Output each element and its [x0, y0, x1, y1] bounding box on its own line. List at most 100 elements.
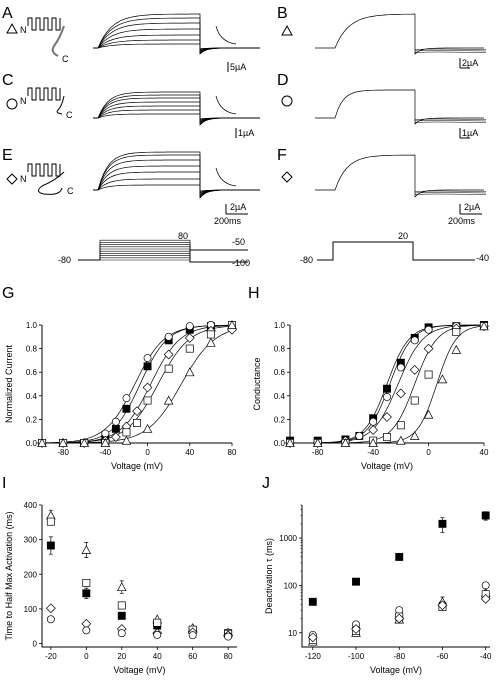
data-point-diamond: [110, 432, 121, 442]
data-point-diamond: [368, 425, 379, 435]
x-tick-label: -80: [312, 448, 324, 457]
trace-f: [414, 192, 487, 194]
protocol-hold-label: -80: [300, 255, 313, 265]
y-tick-label: 1.0: [274, 321, 286, 330]
data-point-diamond: [45, 603, 56, 614]
data-point-square: [143, 396, 152, 405]
y-axis-label: Deactivation τ (ms): [264, 538, 274, 614]
panel-label-d: D: [277, 72, 289, 89]
y-tick-label: 1.0: [26, 321, 38, 330]
data-point-filled-square: [481, 511, 490, 520]
y-tick-label: 0.2: [274, 415, 286, 424]
c-terminus-label: C: [62, 54, 69, 64]
trace-f: [414, 193, 487, 195]
protocol-step-line: [317, 241, 475, 261]
data-point-diamond: [394, 613, 405, 624]
data-point-triangle: [423, 409, 434, 419]
trace-f: [414, 190, 487, 192]
x-tick-label: -40: [367, 448, 379, 457]
y-tick-label: 0: [33, 640, 38, 649]
data-point-triangle: [100, 438, 111, 447]
trace-family-c: [93, 101, 260, 123]
axes: [301, 505, 490, 648]
scale-time-e: 200ms: [214, 216, 242, 226]
y-tick-label: 0.2: [26, 415, 38, 424]
data-point-filled-square: [352, 577, 360, 586]
x-tick-label: -100: [348, 652, 365, 661]
panel-label-h: H: [248, 285, 260, 302]
x-tick-label: 0: [145, 448, 150, 457]
current-traces: [93, 13, 487, 199]
boltzmann-fit-line: [41, 324, 232, 444]
data-point-triangle: [409, 430, 420, 440]
data-point-triangle: [340, 438, 351, 447]
data-point-triangle: [227, 320, 237, 329]
y-tick-label: 0.8: [26, 345, 38, 354]
transmembrane-segments-icon: [27, 87, 61, 101]
y-tick-label: 0.0: [26, 439, 38, 448]
data-point-triangle: [285, 438, 295, 447]
data-point-circle: [410, 336, 419, 345]
scale-current-c: 1µA: [238, 128, 254, 138]
data-point-triangle: [437, 374, 448, 384]
data-point-diamond: [132, 406, 142, 417]
data-point-filled-square: [117, 611, 126, 620]
trace-f: [315, 154, 484, 198]
y-tick-label: 200: [24, 570, 38, 579]
y-axis-label: Time to Half Max Activation (ms): [4, 511, 14, 640]
y-tick-label: 0.4: [26, 392, 38, 401]
data-point-filled-square: [395, 552, 404, 561]
protocol-tail1-label: -50: [232, 237, 245, 247]
data-point-triangle: [142, 423, 153, 433]
y-tick-label: 0.8: [274, 345, 286, 354]
data-point-circle: [46, 615, 55, 624]
x-tick-label: -120: [305, 652, 322, 661]
chart-j-deactivation: -120 -100 -80 -60 -40 10 100 1000 Voltage (mV) De…: [264, 504, 492, 675]
scale-bar-b: 2µA: [459, 58, 478, 69]
chart-h-conductance: -80 -40 0 40 0.0 0.2 0.4 0.6 0.8 1.0 Voltage (mV) C…: [252, 321, 489, 471]
axes: [41, 505, 237, 648]
data-point-filled-square: [308, 597, 317, 606]
y-tick-label: 0.6: [26, 368, 38, 377]
circle-marker-icon: [281, 95, 293, 107]
panel-label-j: J: [262, 475, 270, 492]
data-point-triangle: [37, 438, 47, 447]
data-point-square: [424, 370, 433, 379]
data-point-filled-square: [111, 424, 120, 433]
y-axis-label: Normalized Current: [4, 344, 14, 423]
x-tick-label: 20: [117, 652, 126, 661]
protocol-step-label: 80: [178, 231, 188, 241]
data-point-square: [396, 421, 405, 430]
trace-family-c: [93, 109, 260, 121]
data-point-filled-square: [383, 384, 391, 393]
scale-current-d: 1µA: [462, 128, 478, 138]
data-point-square: [153, 618, 162, 627]
x-axis-label: Voltage (mV): [113, 665, 165, 675]
data-point-circle: [143, 354, 152, 362]
trace-family-c: [93, 94, 260, 125]
trace-b: [315, 13, 484, 55]
x-tick-label: -40: [100, 448, 112, 457]
tail-inset-a: [215, 25, 237, 45]
n-terminus-label: N: [20, 96, 27, 106]
data-point-triangle: [79, 438, 90, 447]
data-point-square: [185, 344, 194, 353]
data-point-filled-square: [122, 404, 131, 413]
data-point-circle: [111, 417, 120, 426]
y-tick-label: 1000: [279, 534, 297, 543]
y-tick-label: 0.0: [274, 439, 286, 448]
data-point-triangle: [116, 582, 127, 592]
protocol-step-line: [78, 249, 248, 261]
data-point-diamond: [142, 382, 153, 393]
x-tick-label: 40: [153, 652, 162, 661]
data-point-triangle: [163, 395, 174, 405]
data-point-filled-square: [438, 519, 447, 528]
data-point-square: [117, 601, 126, 610]
data-point-triangle: [312, 438, 323, 447]
voltage-protocol-left: -80 80 -50 -100: [58, 231, 250, 268]
data-point-diamond: [307, 632, 318, 643]
triangle-marker-icon: [281, 24, 293, 36]
y-tick-label: 100: [284, 581, 298, 590]
data-point-circle: [117, 629, 126, 638]
data-point-triangle: [206, 337, 216, 347]
